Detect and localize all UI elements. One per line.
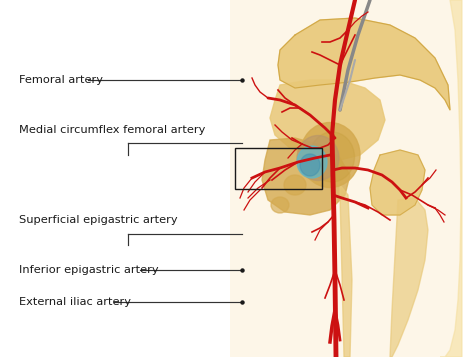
Text: Medial circumflex femoral artery: Medial circumflex femoral artery [19,125,205,135]
Ellipse shape [297,146,327,178]
Polygon shape [390,198,428,357]
Polygon shape [370,150,425,215]
Ellipse shape [300,154,320,176]
Text: Femoral artery: Femoral artery [19,75,103,85]
Polygon shape [270,80,385,160]
Polygon shape [340,185,352,357]
Polygon shape [230,0,462,357]
Ellipse shape [271,197,289,213]
Text: Inferior epigastric artery: Inferior epigastric artery [19,265,159,275]
Polygon shape [278,18,450,110]
Ellipse shape [300,122,360,187]
Text: External iliac artery: External iliac artery [19,297,131,307]
Polygon shape [262,138,350,215]
Polygon shape [440,0,462,357]
Ellipse shape [284,175,306,195]
Ellipse shape [297,136,339,181]
Ellipse shape [310,132,355,182]
Bar [235,148,322,189]
Text: Superficial epigastric artery: Superficial epigastric artery [19,215,178,225]
